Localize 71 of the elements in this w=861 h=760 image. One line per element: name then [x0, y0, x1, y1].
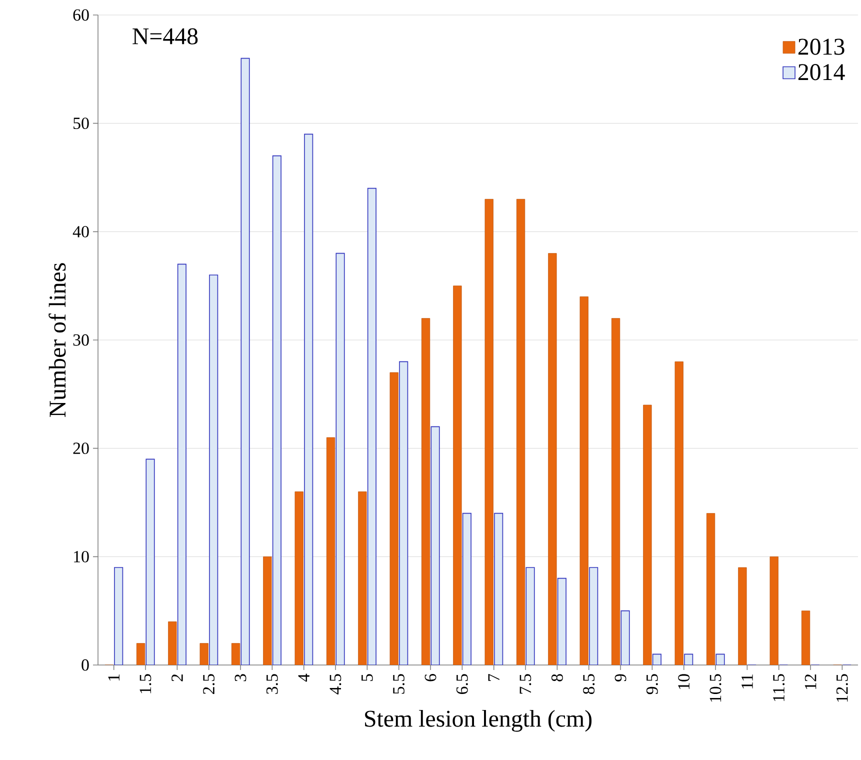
x-tick-label: 12.5 — [836, 674, 848, 702]
bar — [462, 512, 472, 665]
y-tick-label: 0 — [82, 659, 89, 671]
bar — [272, 155, 282, 665]
x-tick-label: 4 — [298, 674, 310, 682]
bar — [114, 567, 124, 665]
y-tick-label: 60 — [73, 9, 89, 21]
x-tick-label: 9.5 — [646, 674, 658, 694]
bar — [770, 556, 778, 665]
y-tick-label: 50 — [74, 118, 89, 130]
bar — [620, 610, 630, 665]
bar — [580, 296, 588, 665]
bar — [738, 567, 747, 665]
bar — [358, 491, 367, 665]
x-tick-label: 9 — [614, 674, 626, 682]
x-tick-label: 5 — [362, 674, 373, 682]
bar — [557, 578, 566, 665]
x-tick-label: 4.5 — [330, 674, 342, 694]
bar — [209, 274, 218, 665]
bar — [177, 264, 186, 665]
x-tick-label: 1 — [108, 674, 120, 681]
legend-label: 2013 — [798, 38, 844, 55]
bar — [304, 134, 314, 665]
x-tick-label: 3 — [234, 674, 246, 682]
bar — [801, 610, 810, 665]
bar — [367, 188, 376, 665]
x-tick-label: 11 — [742, 674, 753, 688]
x-tick-label: 7 — [488, 674, 500, 681]
x-tick-label: 10.5 — [710, 674, 722, 702]
annotation: N=448 — [132, 28, 198, 44]
bar — [526, 567, 535, 665]
bar — [430, 426, 440, 665]
bar — [390, 372, 398, 665]
bar — [516, 198, 526, 665]
bar — [484, 198, 494, 665]
bar — [706, 513, 716, 665]
bar — [611, 318, 620, 665]
y-tick-label: 20 — [73, 442, 89, 454]
bar — [326, 437, 336, 665]
bar — [589, 567, 598, 665]
x-tick-label: 2 — [172, 674, 183, 682]
legend-label: 2014 — [798, 64, 845, 80]
x-axis-title: Stem lesion length (cm) — [365, 710, 592, 732]
bar — [421, 318, 430, 665]
x-tick-label: 5.5 — [393, 674, 404, 694]
x-tick-label: 2.5 — [203, 674, 215, 694]
bar — [548, 253, 557, 665]
bar — [240, 58, 250, 665]
x-tick-label: 7.5 — [520, 674, 532, 694]
bar — [453, 286, 462, 665]
x-tick-label: 12 — [804, 674, 816, 689]
bar — [294, 491, 304, 665]
x-tick-label: 11.5 — [773, 674, 785, 702]
y-tick-label: 10 — [74, 550, 89, 562]
x-tick-label: 6 — [424, 674, 436, 682]
bar — [674, 361, 684, 665]
x-tick-label: 3.5 — [266, 674, 278, 694]
y-tick-label: 40 — [72, 226, 89, 238]
bar — [336, 252, 345, 665]
bar — [146, 458, 155, 665]
y-tick-label: 30 — [73, 334, 89, 346]
bar — [643, 404, 652, 665]
bar — [399, 361, 408, 665]
x-tick-label: 1.5 — [140, 674, 152, 694]
x-tick-label: 10 — [678, 674, 690, 689]
bar — [494, 512, 504, 665]
x-tick-label: 8.5 — [583, 674, 595, 694]
x-tick-label: 8 — [551, 674, 563, 682]
bar — [263, 556, 272, 665]
x-tick-label: 6.5 — [456, 674, 468, 694]
y-axis-title: Number of lines — [48, 263, 66, 418]
